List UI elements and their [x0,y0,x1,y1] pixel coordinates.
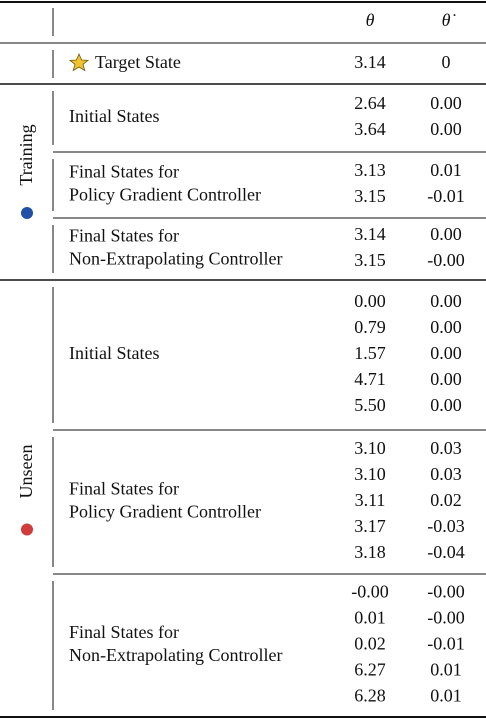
cell: -0.01 [427,634,465,654]
cell: 0.00 [430,93,462,113]
cell: -0.01 [427,186,465,206]
cell: 3.15 [354,186,386,206]
row-label: Initial States [69,343,159,363]
cell: -0.00 [427,250,465,270]
cell: 1.57 [354,343,386,363]
cell: 0.00 [430,224,462,244]
cell: 0.00 [430,291,462,311]
cell: 0.03 [430,438,462,458]
cell: 0 [442,52,451,72]
group-dot [21,523,33,536]
cell: 6.28 [354,686,386,706]
column-header: θ̇ [442,10,457,30]
cell: -0.04 [427,542,465,562]
cell: 0.02 [430,490,462,510]
cell: 0.00 [430,119,462,139]
cell: 2.64 [354,93,386,113]
cell: 3.11 [355,490,386,510]
row-label: Target State [95,52,181,72]
cell: 0.00 [430,369,462,389]
cell: -0.03 [427,516,465,536]
cell: 6.27 [354,660,386,680]
cell: -0.00 [351,582,389,602]
cell: 3.14 [354,224,386,244]
cell: 3.15 [354,250,386,270]
cell: 3.17 [354,516,386,536]
cell: 0.03 [430,464,462,484]
cell: 0.01 [430,660,462,680]
row-label: Final States for [69,226,179,246]
column-header: θ [366,10,375,30]
cell: 0.01 [354,608,386,628]
row-label: Final States for [69,162,179,182]
cell: -0.00 [427,582,465,602]
cell: 0.02 [354,634,386,654]
row-label: Final States for [69,479,179,499]
row-label: Policy Gradient Controller [69,185,261,205]
cell: 4.71 [354,369,386,389]
row-label: Non-Extrapolating Controller [69,249,282,269]
cell: 0.00 [430,317,462,337]
cell: 0.00 [430,343,462,363]
group-label: Unseen [16,445,36,499]
cell: 3.10 [354,438,386,458]
cell: 3.64 [354,119,386,139]
cell: 0.00 [430,395,462,415]
star-icon [68,52,90,72]
cell: -0.00 [427,608,465,628]
group-label: Training [16,124,36,185]
cell: 3.10 [354,464,386,484]
row-label: Initial States [69,106,159,126]
cell: 0.00 [354,291,386,311]
row-label: Policy Gradient Controller [69,502,261,522]
row-label: Non-Extrapolating Controller [69,645,282,665]
cell: 0.79 [354,317,386,337]
cell: 3.18 [354,542,386,562]
cell: 5.50 [354,395,386,415]
cell: 0.01 [430,686,462,706]
cell: 3.13 [354,160,386,180]
cell: 0.01 [430,160,462,180]
row-label: Final States for [69,622,179,642]
group-dot [21,207,33,219]
cell: 3.14 [354,52,386,72]
